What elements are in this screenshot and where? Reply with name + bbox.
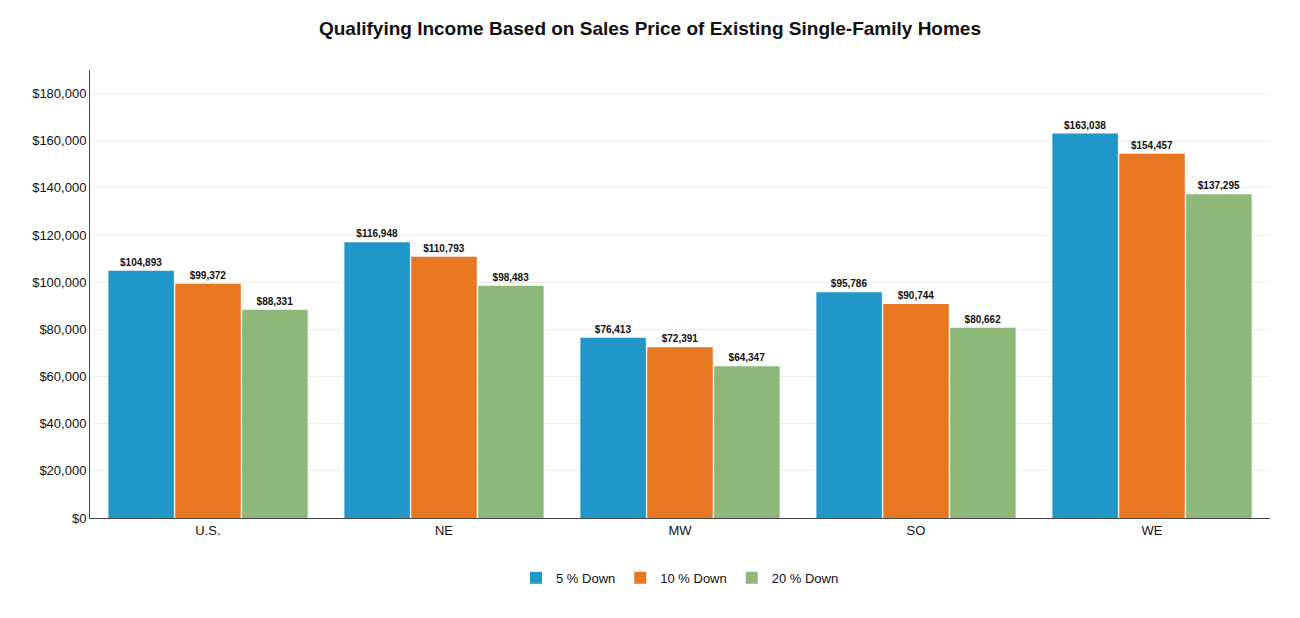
svg-text:SO: SO bbox=[907, 523, 926, 538]
svg-text:$116,948: $116,948 bbox=[356, 228, 398, 239]
svg-text:NE: NE bbox=[435, 523, 453, 538]
svg-text:MW: MW bbox=[668, 523, 692, 538]
svg-text:$110,793: $110,793 bbox=[423, 243, 465, 254]
svg-text:$90,744: $90,744 bbox=[898, 290, 935, 301]
svg-text:$120,000: $120,000 bbox=[32, 228, 86, 243]
svg-text:Qualifying Income Based on Sal: Qualifying Income Based on Sales Price o… bbox=[319, 18, 981, 39]
svg-text:$100,000: $100,000 bbox=[32, 275, 86, 290]
svg-text:$88,331: $88,331 bbox=[257, 296, 294, 307]
svg-text:$95,786: $95,786 bbox=[831, 278, 868, 289]
svg-text:$140,000: $140,000 bbox=[32, 180, 86, 195]
svg-text:U.S.: U.S. bbox=[195, 523, 220, 538]
svg-text:$98,483: $98,483 bbox=[493, 272, 530, 283]
svg-text:$80,662: $80,662 bbox=[965, 314, 1002, 325]
svg-text:$40,000: $40,000 bbox=[39, 416, 86, 431]
svg-text:$180,000: $180,000 bbox=[32, 86, 86, 101]
svg-text:10 % Down: 10 % Down bbox=[660, 571, 726, 586]
svg-text:5 % Down: 5 % Down bbox=[556, 571, 615, 586]
svg-text:$137,295: $137,295 bbox=[1198, 180, 1240, 191]
svg-text:$76,413: $76,413 bbox=[595, 324, 632, 335]
svg-text:$64,347: $64,347 bbox=[729, 352, 766, 363]
svg-text:$163,038: $163,038 bbox=[1064, 120, 1106, 131]
svg-text:$80,000: $80,000 bbox=[39, 322, 86, 337]
svg-text:$160,000: $160,000 bbox=[32, 133, 86, 148]
svg-text:$0: $0 bbox=[72, 511, 86, 526]
svg-text:$72,391: $72,391 bbox=[662, 333, 699, 344]
svg-text:$104,893: $104,893 bbox=[120, 257, 162, 268]
svg-text:$20,000: $20,000 bbox=[39, 463, 86, 478]
svg-text:$99,372: $99,372 bbox=[190, 270, 227, 281]
svg-text:20 % Down: 20 % Down bbox=[772, 571, 838, 586]
svg-text:WE: WE bbox=[1142, 523, 1163, 538]
svg-text:$154,457: $154,457 bbox=[1131, 140, 1173, 151]
svg-text:$60,000: $60,000 bbox=[39, 369, 86, 384]
